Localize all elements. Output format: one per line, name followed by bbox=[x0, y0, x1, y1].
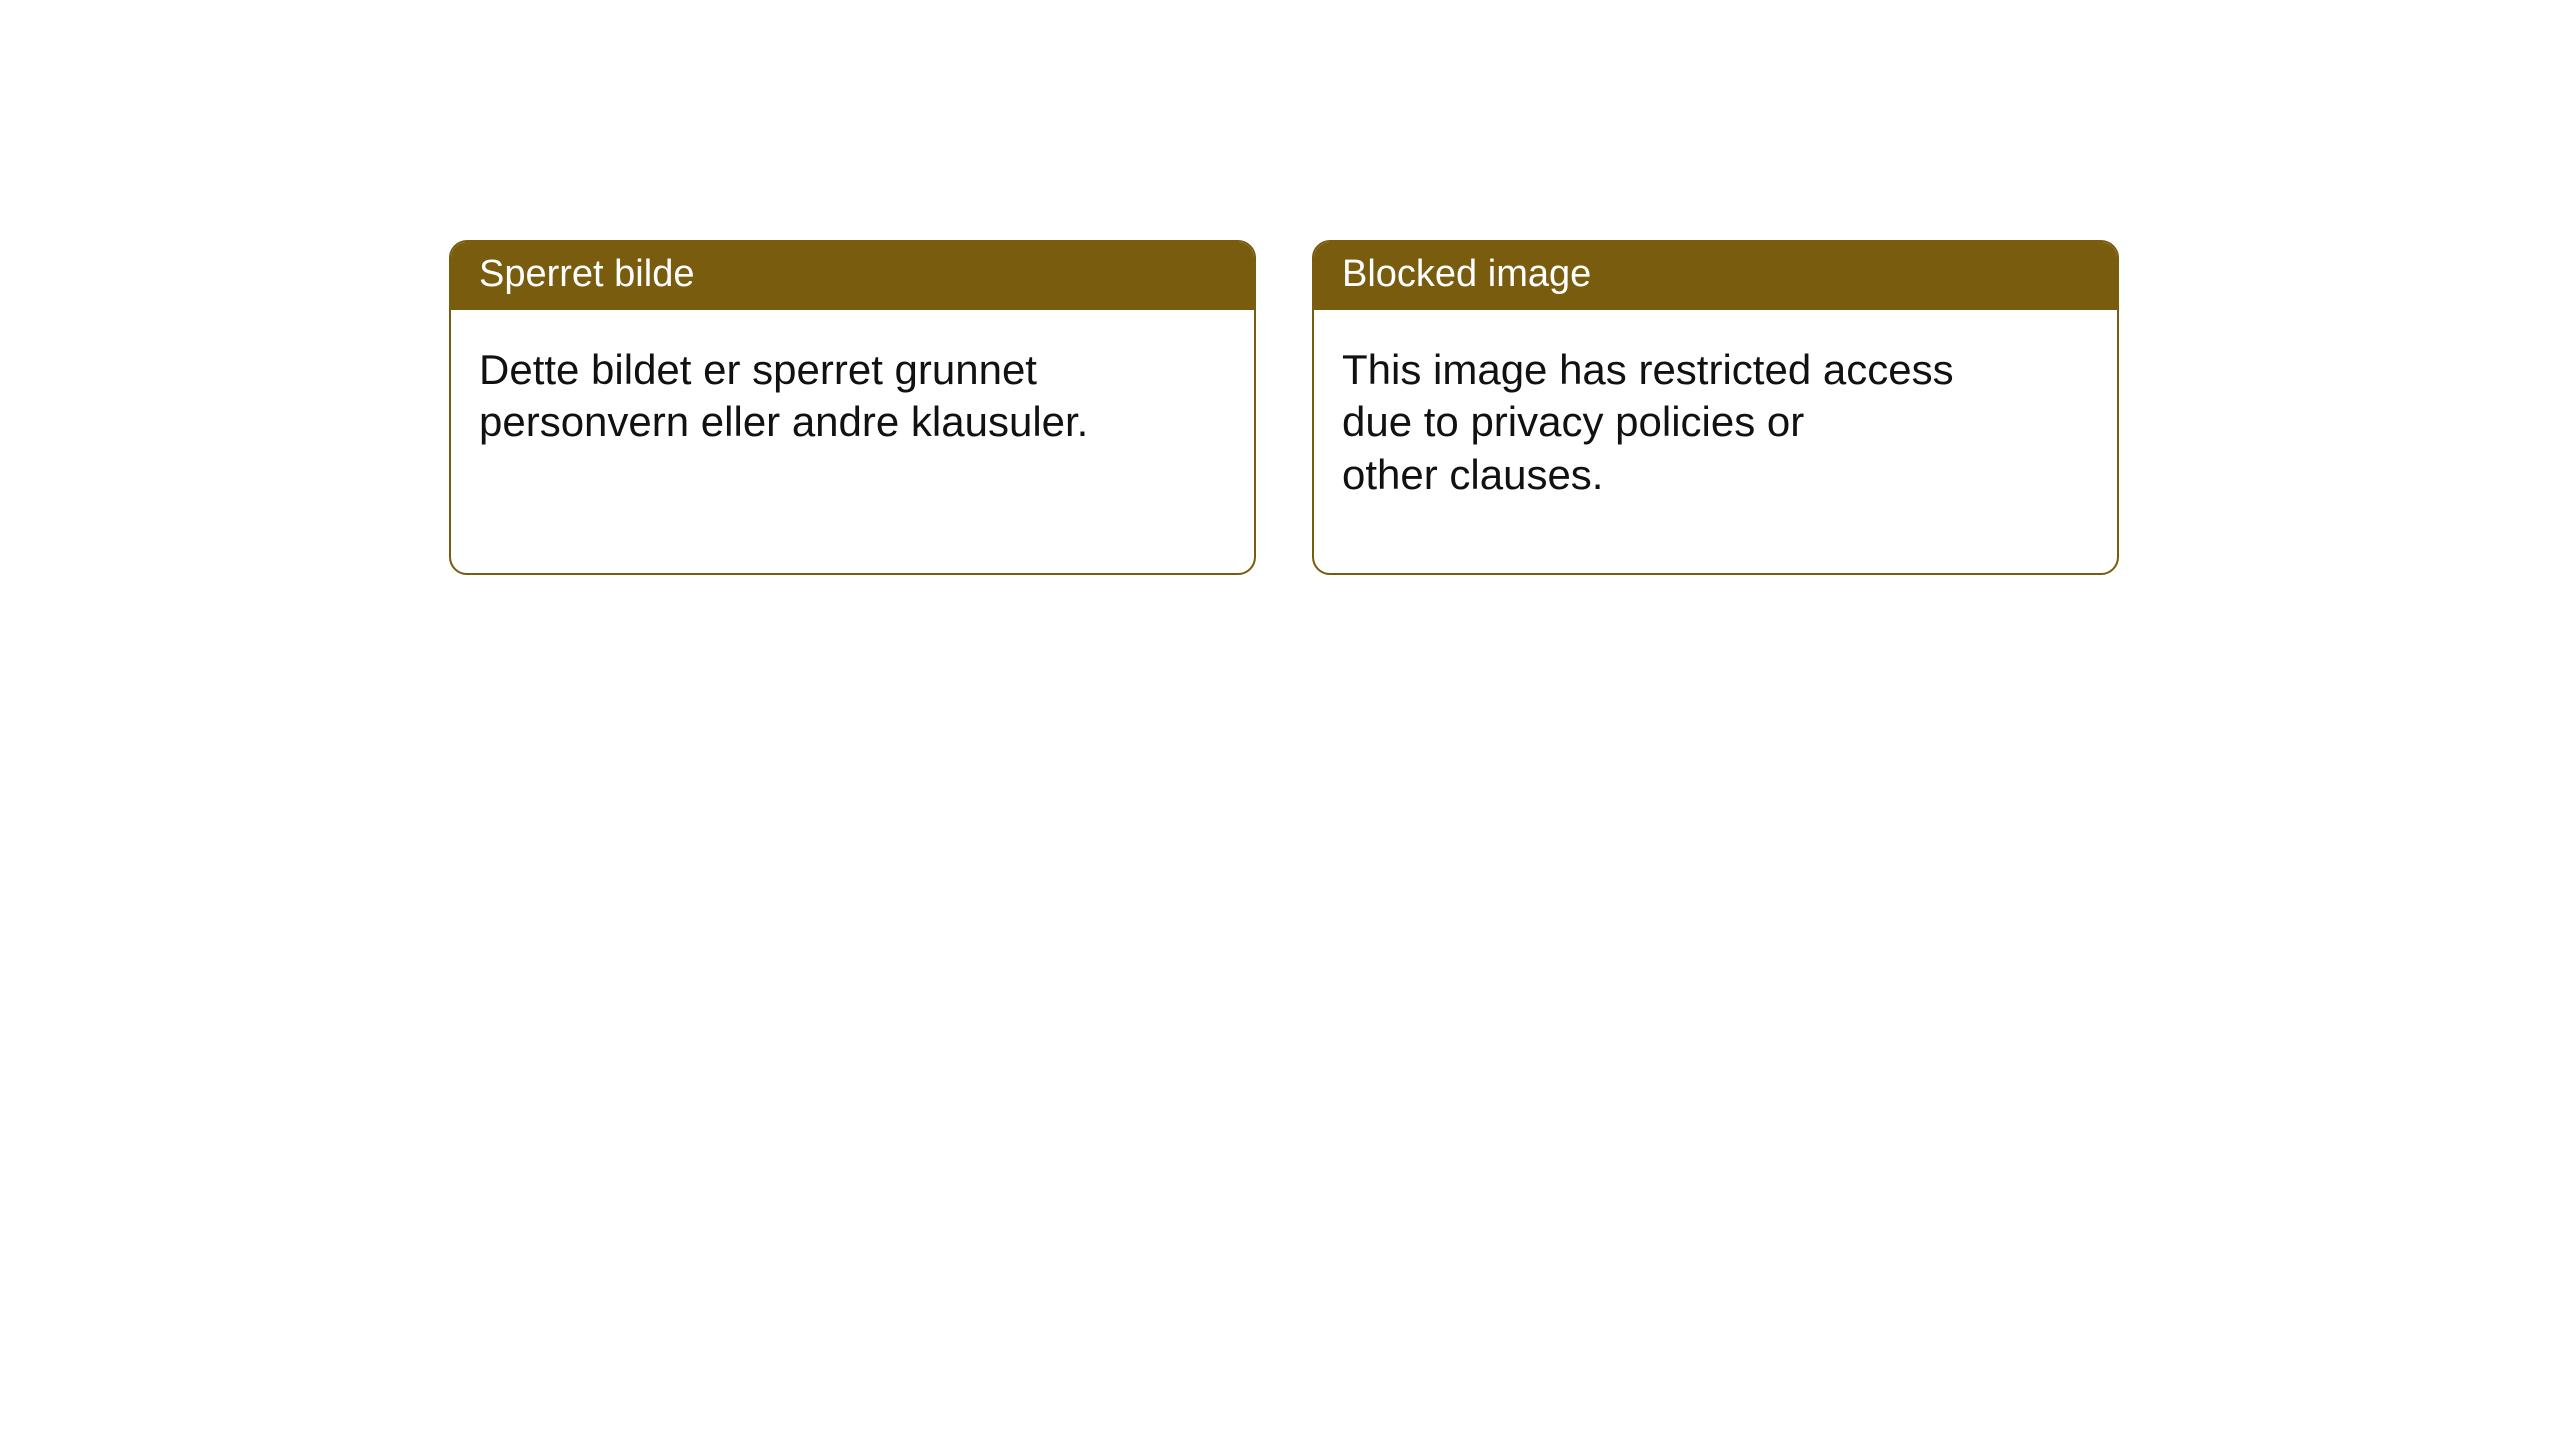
card-body-english: This image has restricted access due to … bbox=[1314, 310, 2117, 530]
notice-card-english: Blocked image This image has restricted … bbox=[1312, 240, 2119, 575]
notice-card-norwegian: Sperret bilde Dette bildet er sperret gr… bbox=[449, 240, 1256, 575]
notice-container: Sperret bilde Dette bildet er sperret gr… bbox=[0, 0, 2560, 575]
card-body-norwegian: Dette bildet er sperret grunnet personve… bbox=[451, 310, 1254, 477]
card-header-english: Blocked image bbox=[1314, 242, 2117, 310]
card-header-norwegian: Sperret bilde bbox=[451, 242, 1254, 310]
